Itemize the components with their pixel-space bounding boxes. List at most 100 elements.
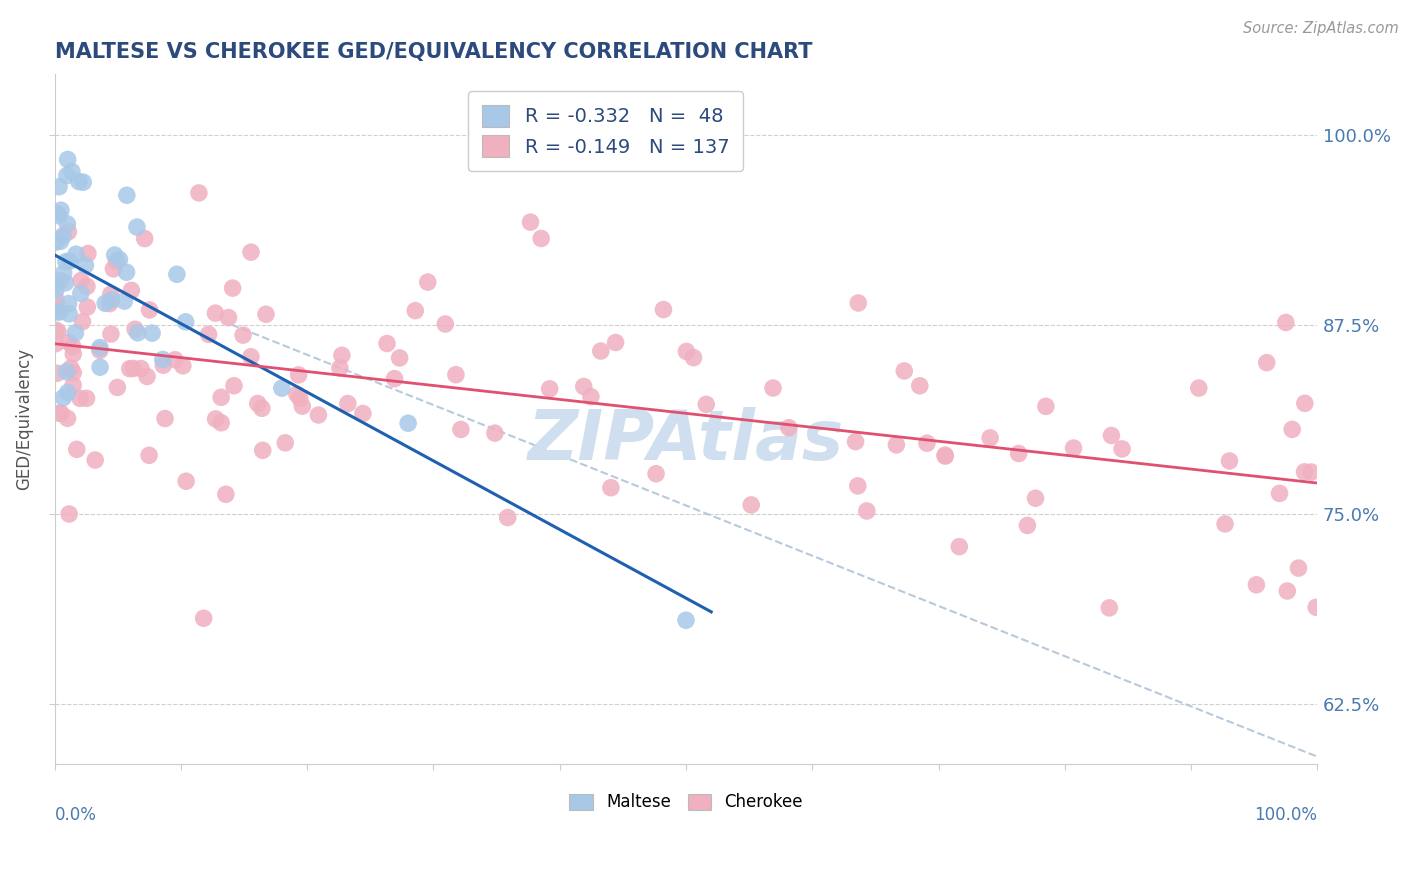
Point: [59, 361, 82, 376]
Point: [240, 245, 263, 260]
Point: [58, 225, 80, 239]
Text: Source: ZipAtlas.com: Source: ZipAtlas.com: [1243, 21, 1399, 36]
Point: [288, 391, 311, 405]
Point: [127, 326, 149, 340]
Point: [174, 315, 197, 329]
Point: [115, 265, 138, 279]
Point: [404, 303, 426, 318]
Point: [1301, 465, 1323, 479]
Point: [104, 248, 127, 262]
Point: [48, 406, 70, 420]
Point: [55, 365, 77, 379]
Point: [165, 352, 187, 367]
Point: [62, 347, 84, 361]
Point: [222, 378, 245, 392]
Point: [209, 416, 232, 430]
Point: [153, 411, 176, 425]
Point: [48, 209, 70, 223]
Point: [174, 474, 197, 488]
Point: [62, 366, 84, 380]
Point: [675, 344, 697, 359]
Point: [56, 153, 79, 167]
Point: [45, 283, 67, 297]
Point: [172, 359, 194, 373]
Point: [934, 448, 956, 462]
Y-axis label: GED/Equivalency: GED/Equivalency: [15, 348, 32, 491]
Point: [48, 179, 70, 194]
Point: [1277, 584, 1299, 599]
Point: [77, 246, 100, 260]
Point: [605, 335, 627, 350]
Legend: Maltese, Cherokee: Maltese, Cherokee: [562, 787, 810, 818]
Point: [56, 169, 79, 183]
Point: [75, 258, 97, 272]
Point: [484, 426, 506, 441]
Point: [58, 307, 80, 321]
Point: [1294, 465, 1316, 479]
Point: [55, 276, 77, 290]
Point: [84, 453, 107, 467]
Point: [1098, 600, 1121, 615]
Point: [856, 504, 879, 518]
Point: [55, 254, 77, 268]
Point: [89, 343, 111, 358]
Point: [396, 416, 419, 430]
Point: [250, 401, 273, 416]
Point: [1007, 446, 1029, 460]
Point: [221, 281, 243, 295]
Point: [336, 396, 359, 410]
Point: [1218, 454, 1240, 468]
Point: [138, 448, 160, 462]
Point: [291, 399, 314, 413]
Point: [98, 296, 121, 310]
Text: 0.0%: 0.0%: [55, 805, 97, 823]
Point: [108, 252, 131, 267]
Point: [56, 217, 79, 231]
Point: [45, 336, 67, 351]
Point: [695, 397, 717, 411]
Point: [45, 206, 67, 220]
Point: [652, 302, 675, 317]
Point: [908, 379, 931, 393]
Point: [352, 407, 374, 421]
Point: [56, 385, 79, 400]
Point: [1099, 428, 1122, 442]
Point: [62, 378, 84, 392]
Point: [285, 387, 308, 401]
Point: [58, 507, 80, 521]
Point: [384, 371, 406, 385]
Text: 100.0%: 100.0%: [1254, 805, 1317, 823]
Point: [76, 392, 98, 406]
Point: [675, 613, 697, 627]
Point: [152, 358, 174, 372]
Point: [45, 235, 67, 249]
Point: [1305, 600, 1327, 615]
Point: [46, 305, 69, 319]
Point: [846, 479, 869, 493]
Point: [1288, 561, 1310, 575]
Point: [589, 344, 612, 359]
Point: [948, 540, 970, 554]
Point: [434, 317, 457, 331]
Point: [444, 368, 467, 382]
Point: [915, 436, 938, 450]
Point: [58, 335, 80, 350]
Point: [76, 279, 98, 293]
Point: [67, 175, 90, 189]
Point: [934, 449, 956, 463]
Point: [1024, 491, 1046, 506]
Point: [193, 611, 215, 625]
Point: [58, 254, 80, 268]
Point: [530, 231, 553, 245]
Point: [762, 381, 785, 395]
Point: [45, 292, 67, 306]
Point: [125, 220, 148, 235]
Point: [204, 412, 226, 426]
Point: [1213, 516, 1236, 531]
Point: [152, 352, 174, 367]
Point: [204, 306, 226, 320]
Point: [65, 326, 87, 340]
Point: [519, 215, 541, 229]
Point: [572, 379, 595, 393]
Point: [329, 361, 352, 376]
